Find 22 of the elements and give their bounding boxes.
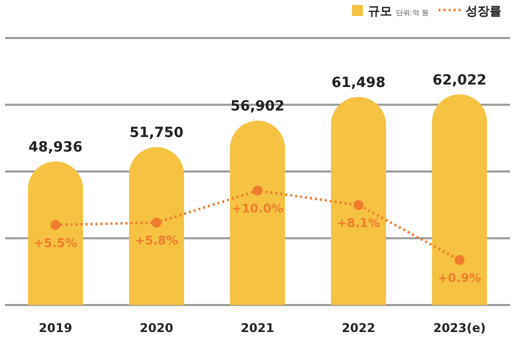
data-label: +0.9% (438, 270, 482, 285)
point (152, 218, 162, 228)
data-label: +10.0% (232, 202, 284, 216)
x-tick-label: 2022 (342, 321, 376, 335)
data-label: +5.8% (134, 234, 178, 248)
point (50, 220, 60, 230)
legend-label: 규모 (368, 4, 392, 18)
x-tick-label: 2021 (240, 321, 274, 335)
data-label: 56,902 (230, 98, 285, 115)
point (354, 200, 364, 210)
data-label: 48,936 (28, 140, 83, 156)
data-label: 61,498 (331, 75, 386, 92)
data-label: 62,022 (432, 72, 487, 88)
point (454, 254, 464, 265)
x-tick-label: 2019 (38, 321, 72, 335)
point (252, 186, 262, 196)
legend-label: 성장률 (466, 4, 502, 18)
data-label: +5.5% (34, 236, 78, 250)
x-tick-label: 2020 (140, 321, 174, 335)
x-tick-label: 2023(e) (433, 321, 486, 335)
data-label: 51,750 (129, 125, 184, 142)
data-label: +8.1% (336, 216, 380, 230)
